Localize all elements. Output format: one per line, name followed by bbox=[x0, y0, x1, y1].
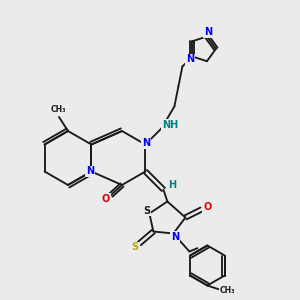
Text: H: H bbox=[168, 181, 176, 190]
Text: N: N bbox=[142, 139, 150, 148]
Text: O: O bbox=[102, 194, 110, 204]
Text: O: O bbox=[203, 202, 211, 212]
Text: S: S bbox=[143, 206, 150, 215]
Text: N: N bbox=[186, 55, 194, 64]
Text: CH₃: CH₃ bbox=[220, 286, 235, 295]
Text: N: N bbox=[204, 28, 212, 38]
Text: S: S bbox=[131, 242, 138, 253]
Text: CH₃: CH₃ bbox=[50, 106, 66, 115]
Text: N: N bbox=[171, 232, 179, 242]
Text: N: N bbox=[86, 167, 94, 176]
Text: NH: NH bbox=[162, 119, 178, 130]
